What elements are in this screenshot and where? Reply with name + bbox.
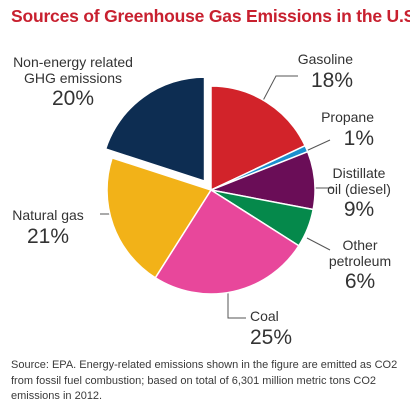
pie-slice-coal	[154, 188, 300, 295]
label-gasoline: Gasoline 18%	[297, 51, 353, 92]
label-propane-value: 1%	[343, 126, 374, 150]
source-note: Source: EPA. Energy-related emissions sh…	[11, 359, 398, 403]
label-coal-value: 25%	[250, 325, 293, 349]
label-natural-gas-name: Natural gas	[12, 207, 84, 223]
label-propane: Propane 1%	[321, 109, 374, 150]
label-other-petroleum-name-line1: Other	[342, 237, 378, 253]
label-other-petroleum-name-line2: petroleum	[328, 252, 392, 269]
label-non-energy-name-line2: GHG emissions	[23, 69, 123, 86]
label-non-energy: Non-energy related GHG emissions 20%	[0, 54, 146, 111]
label-distillate: Distillate oil (diesel) 9%	[318, 165, 400, 222]
label-natural-gas: Natural gas 21%	[0, 207, 96, 248]
leader-propane	[305, 139, 331, 152]
label-propane-name: Propane	[321, 109, 374, 125]
label-coal-name: Coal	[250, 308, 279, 324]
label-distillate-name-line1: Distillate	[332, 165, 386, 181]
label-gasoline-value: 18%	[310, 68, 353, 92]
label-non-energy-value: 20%	[51, 87, 95, 111]
pie-slice-non-energy-related-ghg-emissions	[104, 76, 206, 183]
leader-coal	[227, 292, 246, 319]
label-natural-gas-value: 21%	[26, 224, 70, 248]
label-non-energy-name-line1: Non-energy related	[13, 54, 133, 70]
label-other-petroleum-value: 6%	[344, 270, 376, 294]
chart-title: Sources of Greenhouse Gas Emissions in t…	[11, 6, 410, 26]
leader-other-petroleum	[306, 237, 331, 251]
label-other-petroleum: Other petroleum 6%	[318, 237, 402, 294]
label-coal: Coal 25%	[250, 308, 293, 349]
label-distillate-name-line2: oil (diesel)	[327, 180, 391, 197]
pie-slice-natural-gas	[106, 156, 213, 279]
label-distillate-value: 9%	[343, 198, 375, 222]
label-gasoline-name: Gasoline	[297, 51, 353, 67]
pie-slice-gasoline	[210, 85, 307, 192]
